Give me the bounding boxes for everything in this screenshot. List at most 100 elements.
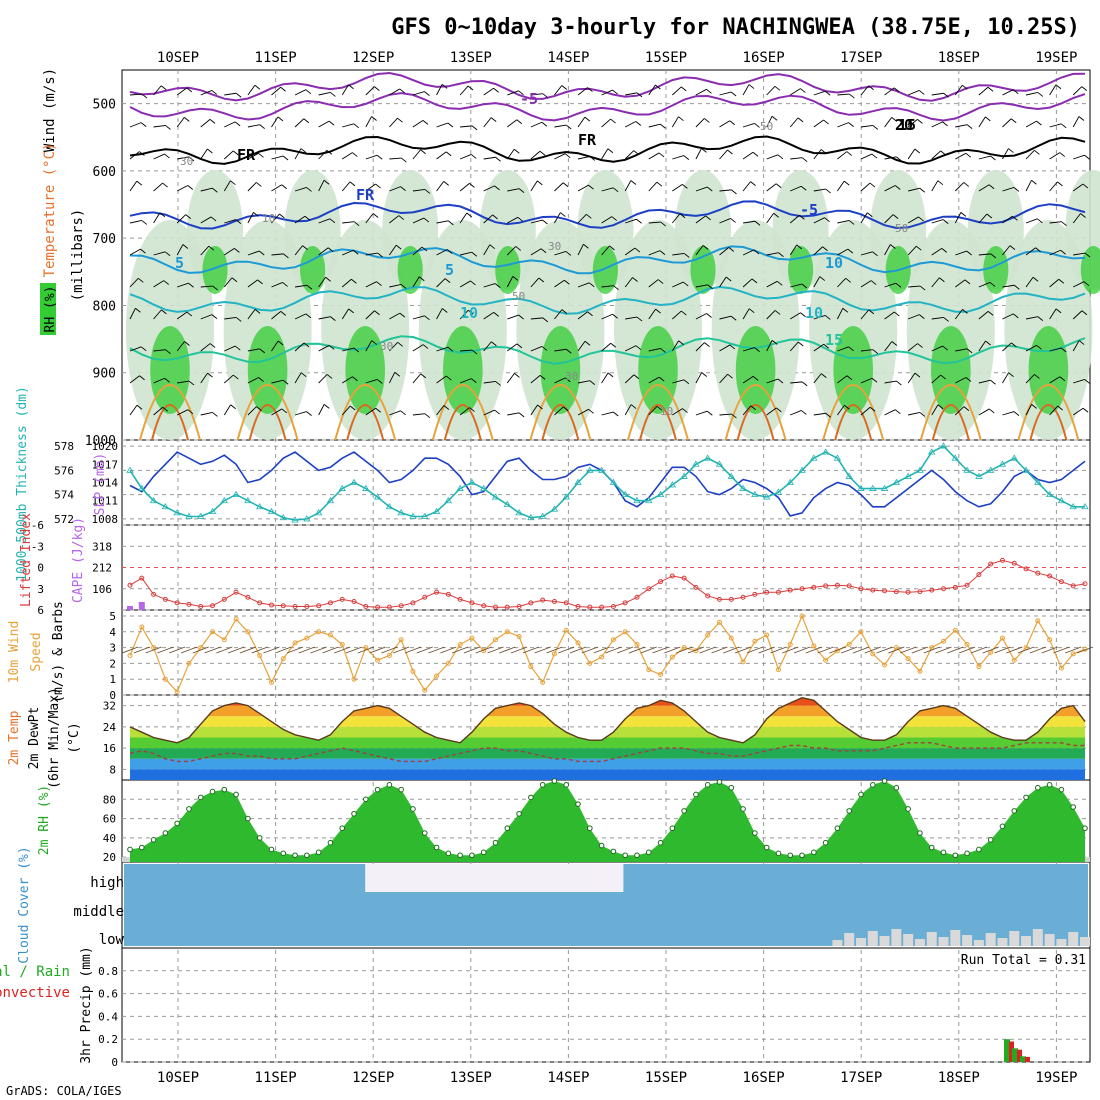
wind-barb (294, 89, 307, 96)
lifted-index-point (1023, 566, 1029, 572)
wind-barb (719, 373, 728, 384)
wind-speed-point (705, 632, 711, 638)
thickness-point (197, 512, 205, 519)
y-tick-label: 800 (93, 299, 116, 314)
lifted-index-point (504, 604, 510, 610)
rh-shade-core (638, 326, 678, 414)
wind-barb-flag (610, 118, 616, 124)
wind-barb (153, 280, 164, 288)
wind-barb-flag (870, 280, 877, 285)
wind-speed-point (587, 660, 593, 666)
wind-barb (507, 188, 520, 192)
wind-barb (766, 183, 777, 192)
wind-barb-flag (1013, 187, 1020, 192)
wind-barb-flag (282, 379, 289, 385)
wind-barb-flag (960, 212, 967, 217)
thickness-point (951, 454, 960, 461)
wind-barb-flag (139, 151, 145, 156)
wind-barb (1049, 152, 1061, 160)
wind-speed-point (658, 671, 664, 677)
wind-barb (294, 118, 305, 128)
rh-point (256, 835, 263, 841)
wind-barb-flag (633, 374, 640, 380)
wind-barb-flag (1082, 183, 1089, 189)
thickness-axis-label: 1000-500mb Thickness (dm) (15, 386, 30, 582)
rh-shade-core (300, 246, 326, 294)
wind-barb (176, 311, 188, 320)
wind-speed-point (599, 654, 605, 660)
wind-barb (412, 246, 423, 256)
wind-barb-flag (469, 183, 475, 188)
wind-barb (153, 212, 161, 224)
wind-barb (389, 157, 402, 160)
wind-barb (907, 314, 920, 320)
rh-shade-core (983, 246, 1009, 294)
wind-barb-flag (966, 124, 973, 129)
wind-barb-flag (707, 284, 714, 290)
wind-barb-flag (871, 377, 878, 383)
cloud-low-bar (1009, 931, 1020, 946)
thickness-line (129, 445, 1085, 521)
wind-barb-flag (939, 277, 945, 283)
wind-barb-flag (259, 348, 265, 354)
wind-barb-flag (729, 120, 736, 126)
wind-barb (483, 244, 491, 256)
wind-barb (884, 380, 897, 384)
isotherm-arc (627, 384, 689, 441)
wind-barb (860, 280, 872, 288)
wind-barb-flag (872, 125, 879, 130)
wind-barb (1025, 91, 1038, 96)
wind-barb (506, 246, 517, 256)
wind-barb-flag (186, 87, 193, 93)
thickness-point (350, 478, 358, 485)
wind-barb-flag (516, 343, 523, 349)
wind-barb (554, 406, 564, 416)
rh-point (374, 786, 381, 793)
wind-barb-flag (471, 125, 478, 131)
wind-barb-flag (634, 247, 641, 253)
wind-barb-flag (441, 84, 448, 89)
wind-barb-flag (467, 85, 474, 91)
wind-barb-10m (1076, 646, 1094, 654)
wind-barb (1025, 247, 1036, 256)
wind-barb (1025, 344, 1037, 352)
wind-barb-flag (258, 377, 264, 382)
wind-barb (436, 220, 449, 224)
wind-barb-flag (799, 214, 805, 220)
wind-speed-point (799, 613, 805, 619)
isotherm-label: 15 (825, 331, 843, 349)
wind-barb-flag (1055, 84, 1062, 90)
wind-barb (742, 181, 751, 192)
wind-barb (247, 377, 259, 384)
wind-speed-point (292, 640, 298, 646)
temp-band (130, 726, 1085, 738)
wind-barb-flag (966, 250, 972, 256)
precip-total-bar (1020, 1056, 1026, 1062)
wind-barb (577, 116, 586, 128)
rh-point (563, 782, 570, 788)
precip-tick-label: 0.2 (98, 1033, 118, 1046)
wind-barb (766, 407, 777, 416)
wind-barb (153, 406, 164, 416)
lifted-index-point (1011, 560, 1017, 566)
wind-barb-flag (985, 340, 991, 346)
wind-barb (294, 215, 306, 224)
rh-shade-core (931, 326, 971, 414)
wind-barb-flag (682, 281, 689, 287)
wind-barb-flag (868, 309, 875, 315)
lifted-index-point (834, 582, 840, 588)
rh-point (516, 810, 522, 817)
wind-barb (813, 314, 826, 320)
wind-barb-flag (140, 346, 147, 352)
wind-barb-flag (493, 87, 499, 93)
wind-barb (412, 189, 425, 192)
rh-point (551, 778, 558, 784)
wind-speed-point (221, 637, 227, 643)
wind-barb-flag (188, 156, 195, 162)
wind-barb (459, 280, 471, 288)
wind-barb (200, 245, 210, 256)
wind-barb-flag (778, 252, 784, 257)
wind-barb (318, 91, 331, 96)
wind-barb-flag (165, 349, 171, 355)
wind-barb (577, 214, 587, 224)
